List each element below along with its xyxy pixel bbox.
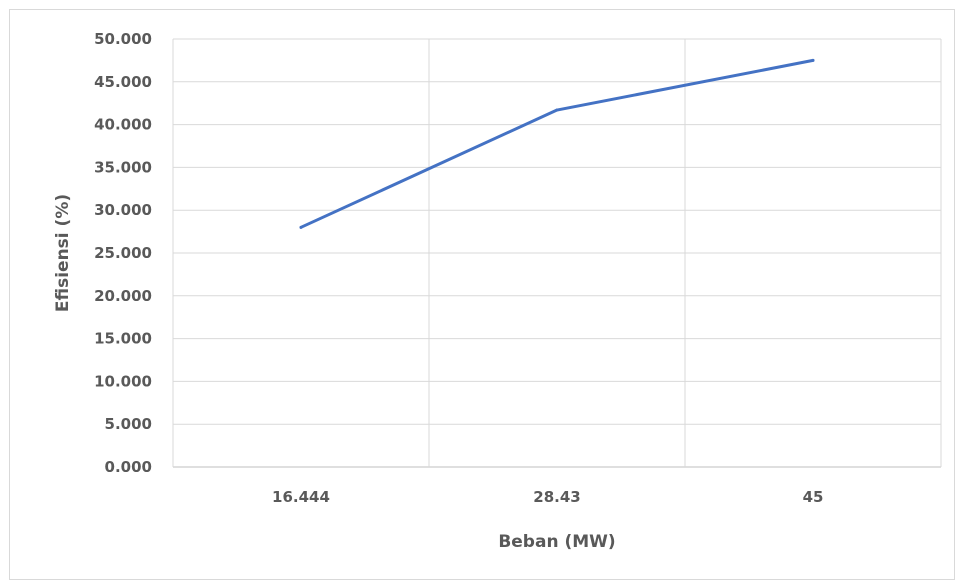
data-point	[811, 58, 815, 62]
y-tick-label: 35.000	[94, 158, 152, 176]
y-tick-label: 10.000	[94, 372, 152, 390]
y-axis-title: Efisiensi (%)	[53, 194, 73, 312]
gridlines	[172, 38, 942, 468]
y-tick-label: 25.000	[94, 244, 152, 262]
data-point	[299, 225, 303, 229]
data-point	[555, 108, 559, 112]
x-tick-label: 45	[803, 488, 824, 506]
y-tick-label: 20.000	[94, 287, 152, 305]
y-tick-label: 45.000	[94, 73, 152, 91]
y-tick-label: 30.000	[94, 201, 152, 219]
y-tick-label: 5.000	[105, 415, 152, 433]
series-layer	[299, 58, 815, 229]
x-axis-title: Beban (MW)	[498, 532, 615, 552]
y-tick-label: 40.000	[94, 116, 152, 134]
y-tick-label: 50.000	[94, 30, 152, 48]
y-tick-label: 15.000	[94, 330, 152, 348]
y-axis-ticks: 0.000 5.000 10.000 15.000 20.000 25.000 30.000…	[94, 30, 152, 476]
y-tick-label: 0.000	[105, 458, 152, 476]
x-tick-label: 16.444	[272, 488, 330, 506]
x-tick-label: 28.43	[533, 488, 580, 506]
x-axis-ticks: 16.444 28.43 45	[272, 488, 823, 506]
chart-border	[9, 9, 955, 580]
